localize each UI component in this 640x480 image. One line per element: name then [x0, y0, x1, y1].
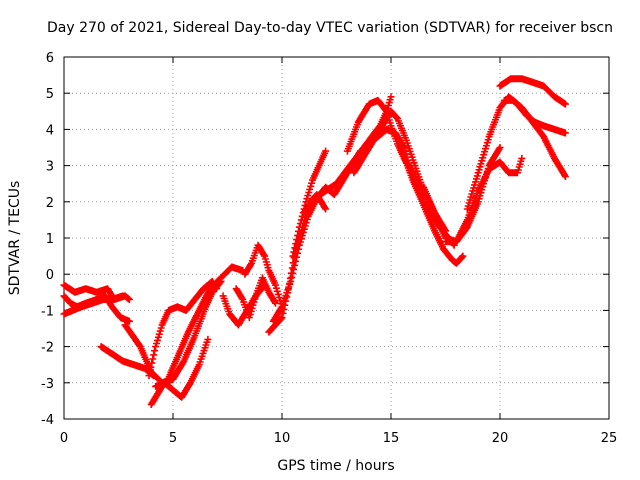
y-tick-label: -3 — [41, 377, 54, 392]
series-s10 — [232, 274, 279, 322]
x-tick-label: 0 — [60, 431, 68, 446]
x-tick-label: 5 — [169, 431, 177, 446]
data-point-markers — [398, 147, 467, 267]
x-tick-label: 15 — [383, 431, 400, 446]
series-s23 — [496, 75, 569, 108]
y-tick-label: -2 — [41, 341, 54, 356]
data-point-markers — [145, 277, 221, 380]
data-point-markers — [442, 154, 526, 246]
tick-layer: 0 5 10 15 20 25 -4 -3 -2 -1 0 1 2 3 4 5 6 — [41, 51, 617, 446]
series-s15 — [300, 93, 395, 217]
data-point-markers — [500, 96, 569, 180]
y-tick-label: 5 — [46, 87, 54, 102]
chart-title: Day 270 of 2021, Sidereal Day-to-day VTE… — [47, 20, 613, 36]
x-tick-label: 20 — [492, 431, 509, 446]
data-point-markers — [60, 292, 127, 318]
series-s21 — [442, 154, 526, 246]
series-s24 — [500, 96, 569, 180]
data-point-markers — [232, 274, 279, 322]
y-axis-label: SDTVAR / TECUs — [7, 181, 23, 296]
y-tick-label: 3 — [46, 160, 54, 175]
x-tick-label: 10 — [274, 431, 291, 446]
series-s4 — [60, 292, 127, 318]
y-tick-label: 4 — [46, 123, 54, 138]
data-point-markers — [496, 75, 569, 108]
data-point-markers — [300, 93, 395, 217]
y-tick-label: 1 — [46, 232, 54, 247]
y-tick-label: -1 — [41, 304, 54, 319]
series-s11 — [241, 241, 286, 311]
data-point-markers — [241, 241, 286, 311]
data-point-markers — [152, 263, 247, 390]
series-s7 — [145, 277, 221, 380]
x-axis-label: GPS time / hours — [277, 458, 394, 474]
data-layer — [60, 75, 569, 408]
series-s19 — [398, 147, 467, 267]
x-tick-label: 25 — [601, 431, 618, 446]
series-s8 — [152, 263, 247, 390]
y-tick-label: -4 — [41, 413, 54, 428]
grid-layer — [64, 57, 609, 419]
y-tick-label: 0 — [46, 268, 54, 283]
y-tick-label: 2 — [46, 196, 54, 211]
y-tick-label: 6 — [46, 51, 54, 66]
